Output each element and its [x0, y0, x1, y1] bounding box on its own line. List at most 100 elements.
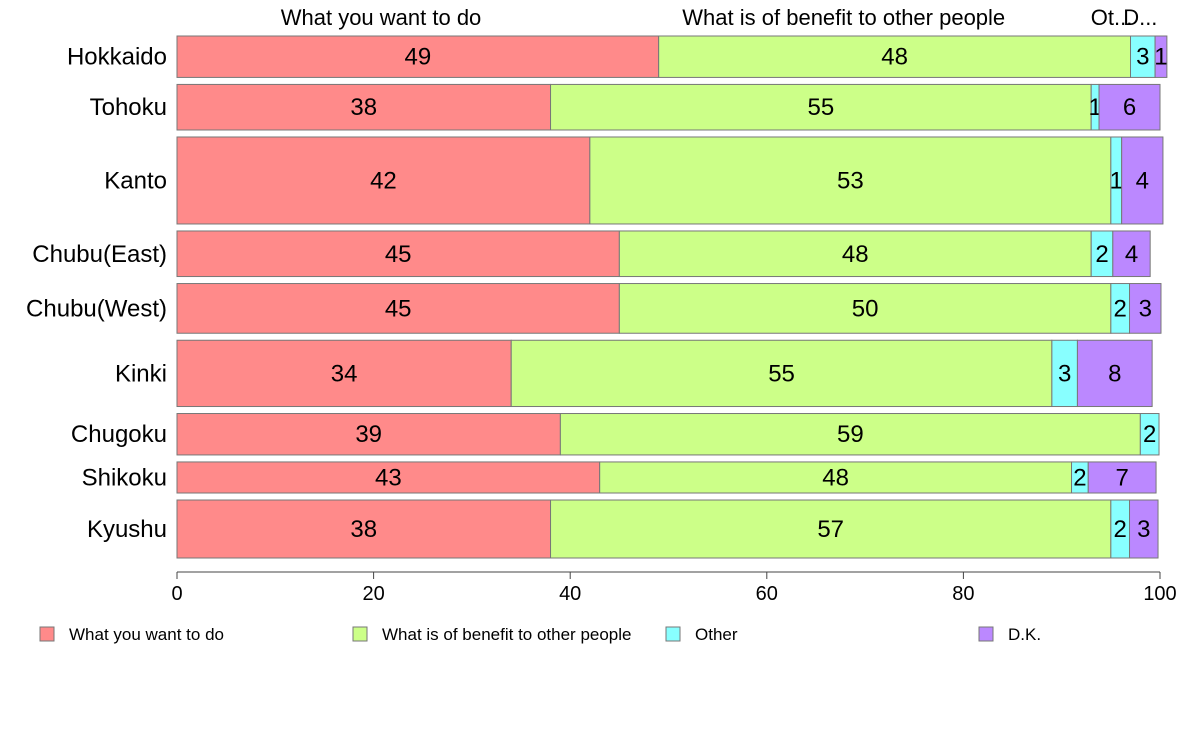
bar-row-kinki: Kinki 34 55 3 8 [115, 339, 1153, 408]
x-tick-label: 0 [171, 583, 182, 605]
data-label: 1 [1154, 44, 1167, 71]
bar-segment-what-you-want-to-do [176, 136, 591, 225]
legend-label: D.K. [1008, 625, 1041, 644]
data-label: 2 [1114, 295, 1127, 322]
column-headers: What you want to do What is of benefit to… [281, 5, 1158, 30]
legend-label: What is of benefit to other people [382, 625, 632, 644]
x-tick-label: 40 [559, 583, 581, 605]
data-label: 48 [842, 241, 869, 268]
column-header-1: What is of benefit to other people [682, 5, 1005, 30]
data-label: 43 [375, 464, 402, 491]
data-label: 50 [852, 295, 879, 322]
category-label: Chubu(West) [26, 295, 167, 322]
data-label: 38 [350, 94, 377, 121]
x-tick-label: 100 [1143, 583, 1176, 605]
bar-segment-d-k [1076, 339, 1153, 408]
legend-item-what-is-of-benefit-to-other-people: What is of benefit to other people [352, 625, 632, 644]
bar-segment-what-you-want-to-do [176, 83, 552, 131]
bar-segment-d-k [1129, 283, 1162, 334]
legend-swatch [39, 626, 55, 642]
bar-row-chugoku: Chugoku 39 59 2 [71, 413, 1160, 456]
bar-segment-what-is-of-benefit-to-other-people [559, 413, 1141, 456]
category-label: Tohoku [90, 94, 167, 121]
data-label: 2 [1073, 464, 1086, 491]
bar-segment-what-is-of-benefit-to-other-people [658, 35, 1132, 78]
bar-row-chubu-east: Chubu(East) 45 48 2 4 [32, 230, 1151, 278]
data-label: 3 [1136, 44, 1149, 71]
data-label: 53 [837, 167, 864, 194]
data-label: 49 [404, 44, 431, 71]
bar-segment-what-you-want-to-do [176, 230, 620, 278]
data-label: 42 [370, 167, 397, 194]
data-label: 6 [1123, 94, 1136, 121]
data-label: 55 [808, 94, 835, 121]
legend: What you want to do What is of benefit to… [39, 625, 1041, 644]
category-label: Kyushu [87, 516, 167, 543]
category-label: Kanto [104, 167, 167, 194]
data-label: 48 [881, 44, 908, 71]
data-label: 3 [1137, 516, 1150, 543]
category-label: Chugoku [71, 421, 167, 448]
bar-segment-d-k [1154, 35, 1168, 78]
bar-segment-d-k [1098, 83, 1161, 131]
legend-swatch [978, 626, 994, 642]
data-label: 34 [331, 360, 358, 387]
data-label: 3 [1058, 360, 1071, 387]
bar-segment-what-is-of-benefit-to-other-people [589, 136, 1112, 225]
column-header-2: Ot... [1091, 5, 1133, 30]
bar-segment-what-you-want-to-do [176, 35, 660, 78]
bar-segment-what-you-want-to-do [176, 461, 601, 494]
bar-row-kyushu: Kyushu 38 57 2 3 [87, 499, 1159, 559]
data-label: 2 [1114, 516, 1127, 543]
bar-segment-other [1139, 413, 1160, 456]
data-label: 3 [1139, 295, 1152, 322]
bar-segment-what-is-of-benefit-to-other-people [550, 499, 1112, 559]
data-label: 48 [822, 464, 849, 491]
x-tick-label: 80 [952, 583, 974, 605]
data-label: 4 [1125, 241, 1138, 268]
bar-segment-d-k [1087, 461, 1157, 494]
data-label: 7 [1115, 464, 1128, 491]
bar-segment-other [1051, 339, 1078, 408]
bar-row-hokkaido: Hokkaido 49 48 3 1 [67, 35, 1168, 78]
bar-segment-what-is-of-benefit-to-other-people [599, 461, 1073, 494]
legend-item-what-you-want-to-do: What you want to do [39, 625, 224, 644]
data-label: 59 [837, 421, 864, 448]
data-label: 1 [1110, 167, 1123, 194]
bar-segment-what-is-of-benefit-to-other-people [550, 83, 1092, 131]
bar-segment-other [1130, 35, 1156, 78]
bar-segment-what-is-of-benefit-to-other-people [618, 283, 1112, 334]
column-header-3: D... [1123, 5, 1157, 30]
legend-label: What you want to do [69, 625, 224, 644]
category-label: Hokkaido [67, 44, 167, 71]
category-label: Kinki [115, 360, 167, 387]
data-label: 2 [1143, 421, 1156, 448]
data-label: 45 [385, 295, 412, 322]
column-header-0: What you want to do [281, 5, 482, 30]
legend-item-d-k: D.K. [978, 625, 1041, 644]
bar-segment-what-you-want-to-do [176, 413, 561, 456]
data-label: 8 [1108, 360, 1121, 387]
bar-row-chubu-west: Chubu(West) 45 50 2 3 [26, 283, 1162, 334]
legend-swatch [665, 626, 681, 642]
legend-label: Other [695, 625, 738, 644]
data-label: 1 [1088, 94, 1101, 121]
legend-item-other: Other [665, 625, 738, 644]
data-label: 55 [768, 360, 795, 387]
bar-segment-d-k [1112, 230, 1151, 278]
data-label: 38 [350, 516, 377, 543]
category-label: Chubu(East) [32, 241, 167, 268]
bar-row-tohoku: Tohoku 38 55 1 6 [90, 83, 1161, 131]
data-label: 45 [385, 241, 412, 268]
data-label: 4 [1136, 167, 1149, 194]
bar-segment-d-k [1121, 136, 1164, 225]
data-label: 2 [1095, 241, 1108, 268]
x-axis: 0 20 40 60 80 100 [171, 571, 1177, 605]
bar-row-shikoku: Shikoku 43 48 2 7 [82, 461, 1157, 494]
data-label: 39 [355, 421, 382, 448]
bar-segment-what-you-want-to-do [176, 339, 512, 408]
legend-swatch [352, 626, 368, 642]
bar-segment-d-k [1129, 499, 1159, 559]
